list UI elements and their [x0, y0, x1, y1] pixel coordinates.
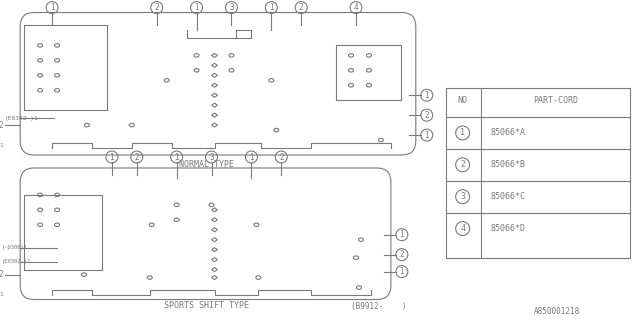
Text: 85066*B: 85066*B [490, 160, 525, 169]
Text: NO: NO [458, 96, 468, 105]
Text: 1: 1 [174, 153, 179, 162]
Text: 1: 1 [109, 153, 114, 162]
Text: NORMAL TYPE: NORMAL TYPE [179, 160, 234, 169]
Text: 1: 1 [399, 267, 404, 276]
Text: A850001218: A850001218 [534, 307, 580, 316]
Text: 1: 1 [424, 131, 429, 140]
Text: 2: 2 [0, 121, 3, 130]
Text: 2: 2 [399, 250, 404, 259]
Text: 1: 1 [0, 292, 3, 297]
Text: 4: 4 [460, 224, 465, 233]
Text: 4: 4 [354, 3, 358, 12]
Text: 1: 1 [50, 3, 54, 12]
Text: (E0302-)1: (E0302-)1 [3, 259, 31, 264]
Text: 3: 3 [229, 3, 234, 12]
Text: 1: 1 [195, 3, 199, 12]
Text: 2: 2 [424, 111, 429, 120]
Text: 2: 2 [134, 153, 139, 162]
Text: PART-CORD: PART-CORD [532, 96, 578, 105]
Text: 2: 2 [299, 3, 303, 12]
Text: 2: 2 [0, 270, 3, 279]
Text: 85066*A: 85066*A [490, 128, 525, 137]
Text: 1: 1 [424, 91, 429, 100]
Text: 2: 2 [154, 3, 159, 12]
Text: 1: 1 [249, 153, 253, 162]
Text: (-D306)1: (-D306)1 [3, 245, 28, 250]
Text: (B9912-    ): (B9912- ) [351, 302, 406, 311]
Text: 2: 2 [460, 160, 465, 169]
Text: 3: 3 [209, 153, 214, 162]
Text: 2: 2 [279, 153, 284, 162]
Text: (E0302-)1: (E0302-)1 [5, 116, 39, 121]
Text: 85066*C: 85066*C [490, 192, 525, 201]
Text: 85066*D: 85066*D [490, 224, 525, 233]
Text: 1: 1 [460, 128, 465, 137]
Text: 1: 1 [399, 230, 404, 239]
Text: 1: 1 [0, 142, 3, 148]
Text: 1: 1 [269, 3, 274, 12]
Text: 3: 3 [460, 192, 465, 201]
Text: SPORTS SHIFT TYPE: SPORTS SHIFT TYPE [164, 301, 249, 310]
